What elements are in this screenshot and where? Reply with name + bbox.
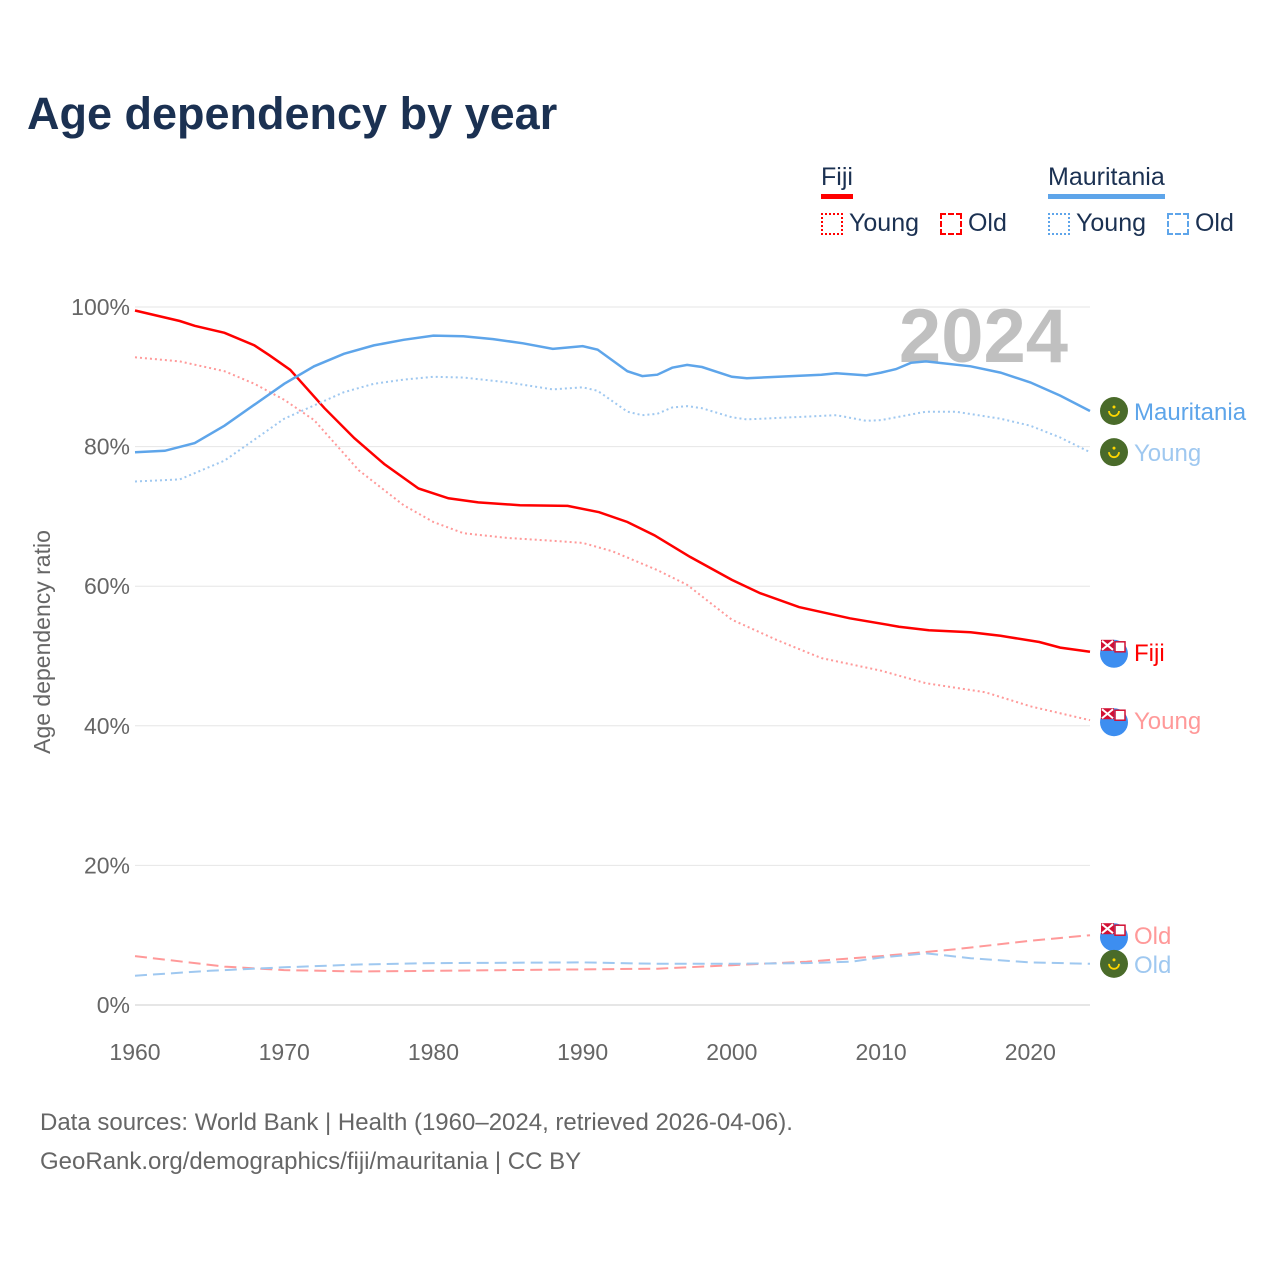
- x-tick-label: 2000: [706, 1039, 757, 1065]
- year-watermark: 2024: [899, 294, 1068, 379]
- chart-title: Age dependency by year: [27, 88, 558, 139]
- fiji-flag-icon: [1100, 639, 1128, 668]
- y-tick-label: 40%: [84, 713, 130, 739]
- end-label: Young: [1134, 440, 1201, 467]
- legend-mauritania-young[interactable]: Young: [1048, 209, 1146, 238]
- x-tick-label: 2020: [1005, 1039, 1056, 1065]
- dashed-swatch-icon: [1166, 212, 1189, 235]
- y-tick-label: 0%: [97, 992, 130, 1018]
- series-line-mauritania[interactable]: [134, 334, 1091, 454]
- fiji-flag-icon: [1100, 923, 1128, 952]
- x-tick-label: 1970: [259, 1039, 310, 1065]
- end-label: Mauritania: [1134, 399, 1247, 426]
- footer-sources: Data sources: World Bank | Health (1960–…: [40, 1109, 793, 1136]
- dashed-swatch-icon: [939, 212, 962, 235]
- legend-mauritania-name[interactable]: Mauritania: [1048, 163, 1165, 199]
- series-line-fiji-old[interactable]: [134, 934, 1091, 973]
- y-tick-label: 60%: [84, 573, 130, 599]
- legend-mauritania-old[interactable]: Old: [1166, 209, 1234, 238]
- x-tick-label: 1960: [109, 1039, 160, 1065]
- legend-label: Old: [967, 209, 1007, 237]
- series-line-mauritania-young[interactable]: [134, 375, 1091, 483]
- end-label: Young: [1134, 708, 1201, 735]
- series-line-mauritania-old[interactable]: [134, 952, 1091, 977]
- legend-label: Old: [1194, 209, 1234, 237]
- dotted-swatch-icon: [821, 212, 843, 235]
- legend-mauritania: Mauritania Young Old: [1048, 163, 1248, 242]
- legend-fiji-name[interactable]: Fiji: [821, 163, 853, 199]
- mauritania-flag-icon: [1100, 397, 1128, 426]
- end-label: Old: [1134, 923, 1171, 950]
- y-tick-label: 100%: [71, 294, 130, 320]
- y-tick-label: 80%: [84, 434, 130, 460]
- x-tick-label: 1980: [408, 1039, 459, 1065]
- end-label: Old: [1134, 952, 1171, 979]
- legend-fiji-old[interactable]: Old: [939, 209, 1007, 238]
- footer-link[interactable]: GeoRank.org/demographics/fiji/mauritania…: [40, 1148, 582, 1175]
- end-label: Fiji: [1134, 640, 1165, 667]
- legend-label: Young: [1076, 209, 1146, 237]
- x-tick-label: 2010: [856, 1039, 907, 1065]
- legend-label: Young: [849, 209, 919, 237]
- fiji-flag-icon: [1100, 708, 1128, 737]
- dotted-swatch-icon: [1048, 212, 1070, 235]
- mauritania-flag-icon: [1100, 949, 1128, 978]
- legend-fiji-young[interactable]: Young: [821, 209, 919, 238]
- mauritania-flag-icon: [1100, 438, 1128, 467]
- legend-fiji: Fiji Young Old: [821, 163, 1021, 242]
- series-line-fiji-young[interactable]: [134, 356, 1091, 722]
- y-tick-label: 20%: [84, 852, 130, 878]
- y-axis-label: Age dependency ratio: [29, 530, 55, 754]
- series-line-fiji[interactable]: [134, 309, 1091, 654]
- x-tick-label: 1990: [557, 1039, 608, 1065]
